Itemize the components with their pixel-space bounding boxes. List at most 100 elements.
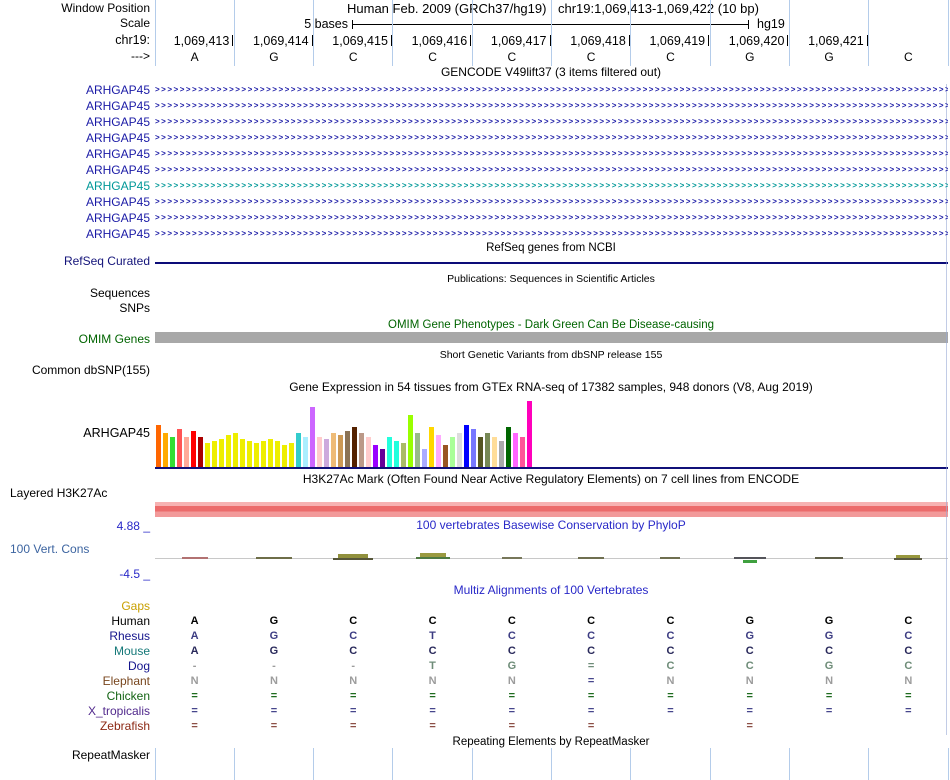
gtex-gene-label[interactable]: ARHGAP45 bbox=[83, 426, 150, 440]
gtex-expression-bar[interactable] bbox=[442, 445, 448, 467]
gtex-expression-bar[interactable] bbox=[309, 407, 315, 467]
gtex-expression-bar[interactable] bbox=[232, 433, 238, 467]
gtex-expression-bar[interactable] bbox=[190, 431, 196, 467]
gencode-transcript[interactable]: >>>>>>>>>>>>>>>>>>>>>>>>>>>>>>>>>>>>>>>>… bbox=[155, 229, 948, 238]
gtex-expression-bar[interactable] bbox=[526, 401, 532, 467]
column-gridline bbox=[551, 0, 552, 66]
omim-track-label[interactable]: OMIM Genes bbox=[78, 332, 150, 346]
gtex-expression-bar[interactable] bbox=[197, 437, 203, 467]
multiz-species-label[interactable]: Gaps bbox=[121, 599, 150, 613]
gtex-expression-bar[interactable] bbox=[204, 443, 210, 467]
gtex-expression-bar[interactable] bbox=[407, 415, 413, 467]
gtex-expression-bar[interactable] bbox=[379, 449, 385, 467]
gtex-expression-bar[interactable] bbox=[253, 443, 259, 467]
gencode-transcript[interactable]: >>>>>>>>>>>>>>>>>>>>>>>>>>>>>>>>>>>>>>>>… bbox=[155, 181, 948, 190]
gencode-transcript-label[interactable]: ARHGAP45 bbox=[85, 163, 150, 177]
gencode-transcript-label[interactable]: ARHGAP45 bbox=[85, 83, 150, 97]
multiz-species-label[interactable]: Mouse bbox=[113, 644, 150, 658]
refseq-curated-line[interactable] bbox=[155, 262, 948, 264]
gencode-transcript[interactable]: >>>>>>>>>>>>>>>>>>>>>>>>>>>>>>>>>>>>>>>>… bbox=[155, 149, 948, 158]
gtex-expression-bar[interactable] bbox=[365, 437, 371, 467]
gencode-transcript-label[interactable]: ARHGAP45 bbox=[85, 147, 150, 161]
gtex-expression-bar[interactable] bbox=[463, 425, 469, 467]
gencode-transcript[interactable]: >>>>>>>>>>>>>>>>>>>>>>>>>>>>>>>>>>>>>>>>… bbox=[155, 165, 948, 174]
gtex-expression-bar[interactable] bbox=[162, 433, 168, 467]
gtex-expression-bar[interactable] bbox=[470, 429, 476, 467]
gencode-transcript[interactable]: >>>>>>>>>>>>>>>>>>>>>>>>>>>>>>>>>>>>>>>>… bbox=[155, 85, 948, 94]
multiz-species-label[interactable]: X_tropicalis bbox=[87, 704, 150, 718]
gtex-expression-bar[interactable] bbox=[330, 433, 336, 467]
multiz-species-label[interactable]: Rhesus bbox=[109, 629, 150, 643]
gencode-transcript[interactable]: >>>>>>>>>>>>>>>>>>>>>>>>>>>>>>>>>>>>>>>>… bbox=[155, 213, 948, 222]
refseq-track-label[interactable]: RefSeq Curated bbox=[63, 254, 150, 268]
gtex-expression-bar[interactable] bbox=[246, 441, 252, 467]
gtex-expression-bar[interactable] bbox=[344, 431, 350, 467]
gencode-transcript-label[interactable]: ARHGAP45 bbox=[85, 195, 150, 209]
gtex-expression-bar[interactable] bbox=[519, 437, 525, 467]
gtex-expression-bar[interactable] bbox=[477, 437, 483, 467]
gencode-transcript-label[interactable]: ARHGAP45 bbox=[85, 131, 150, 145]
gencode-transcript-label[interactable]: ARHGAP45 bbox=[85, 227, 150, 241]
gtex-expression-bar[interactable] bbox=[400, 443, 406, 467]
h3k27ac-signal-bar[interactable] bbox=[155, 502, 948, 517]
gtex-expression-bar[interactable] bbox=[295, 433, 301, 467]
gtex-expression-bar[interactable] bbox=[421, 449, 427, 467]
gtex-expression-bar[interactable] bbox=[267, 439, 273, 467]
gtex-expression-bar[interactable] bbox=[155, 425, 161, 467]
base-letter: C bbox=[348, 50, 358, 64]
gencode-transcript[interactable]: >>>>>>>>>>>>>>>>>>>>>>>>>>>>>>>>>>>>>>>>… bbox=[155, 117, 948, 126]
gencode-transcript-label[interactable]: ARHGAP45 bbox=[85, 211, 150, 225]
gtex-expression-bar[interactable] bbox=[218, 439, 224, 467]
multiz-species-label[interactable]: Chicken bbox=[106, 689, 150, 703]
gtex-expression-bar[interactable] bbox=[505, 427, 511, 467]
gtex-expression-bar[interactable] bbox=[169, 437, 175, 467]
gtex-expression-bar[interactable] bbox=[386, 437, 392, 467]
repeatmasker-section-title: Repeating Elements by RepeatMasker bbox=[452, 736, 650, 748]
multiz-species-label[interactable]: Dog bbox=[127, 659, 150, 673]
repeatmasker-track-label[interactable]: RepeatMasker bbox=[71, 748, 150, 762]
gtex-expression-bar[interactable] bbox=[491, 437, 497, 467]
gtex-expression-bar[interactable] bbox=[183, 437, 189, 467]
h3k27ac-track-label[interactable]: Layered H3K27Ac bbox=[10, 486, 108, 500]
gtex-expression-bar[interactable] bbox=[393, 441, 399, 467]
gtex-expression-bar[interactable] bbox=[498, 441, 504, 467]
gtex-expression-bar[interactable] bbox=[435, 435, 441, 467]
gtex-expression-bar[interactable] bbox=[372, 445, 378, 467]
gtex-expression-bar[interactable] bbox=[239, 439, 245, 467]
gencode-transcript-label[interactable]: ARHGAP45 bbox=[85, 179, 150, 193]
dbsnp-track-label[interactable]: Common dbSNP(155) bbox=[31, 363, 150, 377]
gtex-expression-bar[interactable] bbox=[316, 437, 322, 467]
multiz-species-label[interactable]: Human bbox=[111, 614, 150, 628]
gencode-transcript-label[interactable]: ARHGAP45 bbox=[85, 99, 150, 113]
gtex-expression-bar[interactable] bbox=[484, 433, 490, 467]
gencode-transcript[interactable]: >>>>>>>>>>>>>>>>>>>>>>>>>>>>>>>>>>>>>>>>… bbox=[155, 133, 948, 142]
gtex-expression-bar[interactable] bbox=[211, 441, 217, 467]
multiz-base: A bbox=[190, 645, 199, 657]
gtex-expression-bar[interactable] bbox=[456, 433, 462, 467]
gtex-expression-bar[interactable] bbox=[176, 429, 182, 467]
coordinate-label: 1,069,415 bbox=[332, 34, 388, 48]
gtex-expression-bar[interactable] bbox=[288, 443, 294, 467]
gtex-expression-bar[interactable] bbox=[274, 441, 280, 467]
conservation-track-label[interactable]: 100 Vert. Cons bbox=[10, 542, 90, 556]
sequences-track-label[interactable]: Sequences bbox=[89, 286, 150, 300]
gtex-expression-bar[interactable] bbox=[428, 427, 434, 467]
gencode-transcript[interactable]: >>>>>>>>>>>>>>>>>>>>>>>>>>>>>>>>>>>>>>>>… bbox=[155, 101, 948, 110]
multiz-species-label[interactable]: Zebrafish bbox=[99, 719, 150, 733]
snps-track-label[interactable]: SNPs bbox=[119, 301, 150, 315]
gtex-expression-bar[interactable] bbox=[351, 427, 357, 467]
gtex-expression-bar[interactable] bbox=[323, 439, 329, 467]
gtex-expression-bar[interactable] bbox=[281, 445, 287, 467]
gtex-expression-bar[interactable] bbox=[414, 433, 420, 467]
gtex-expression-bar[interactable] bbox=[512, 433, 518, 467]
omim-genes-bar[interactable] bbox=[155, 332, 948, 343]
gtex-expression-bar[interactable] bbox=[337, 435, 343, 467]
gencode-transcript-label[interactable]: ARHGAP45 bbox=[85, 115, 150, 129]
gtex-expression-bar[interactable] bbox=[302, 437, 308, 467]
gtex-expression-bar[interactable] bbox=[225, 435, 231, 467]
gencode-transcript[interactable]: >>>>>>>>>>>>>>>>>>>>>>>>>>>>>>>>>>>>>>>>… bbox=[155, 197, 948, 206]
gtex-expression-bar[interactable] bbox=[449, 437, 455, 467]
gtex-expression-bar[interactable] bbox=[260, 441, 266, 467]
multiz-species-label[interactable]: Elephant bbox=[102, 674, 150, 688]
gtex-expression-bar[interactable] bbox=[358, 433, 364, 467]
